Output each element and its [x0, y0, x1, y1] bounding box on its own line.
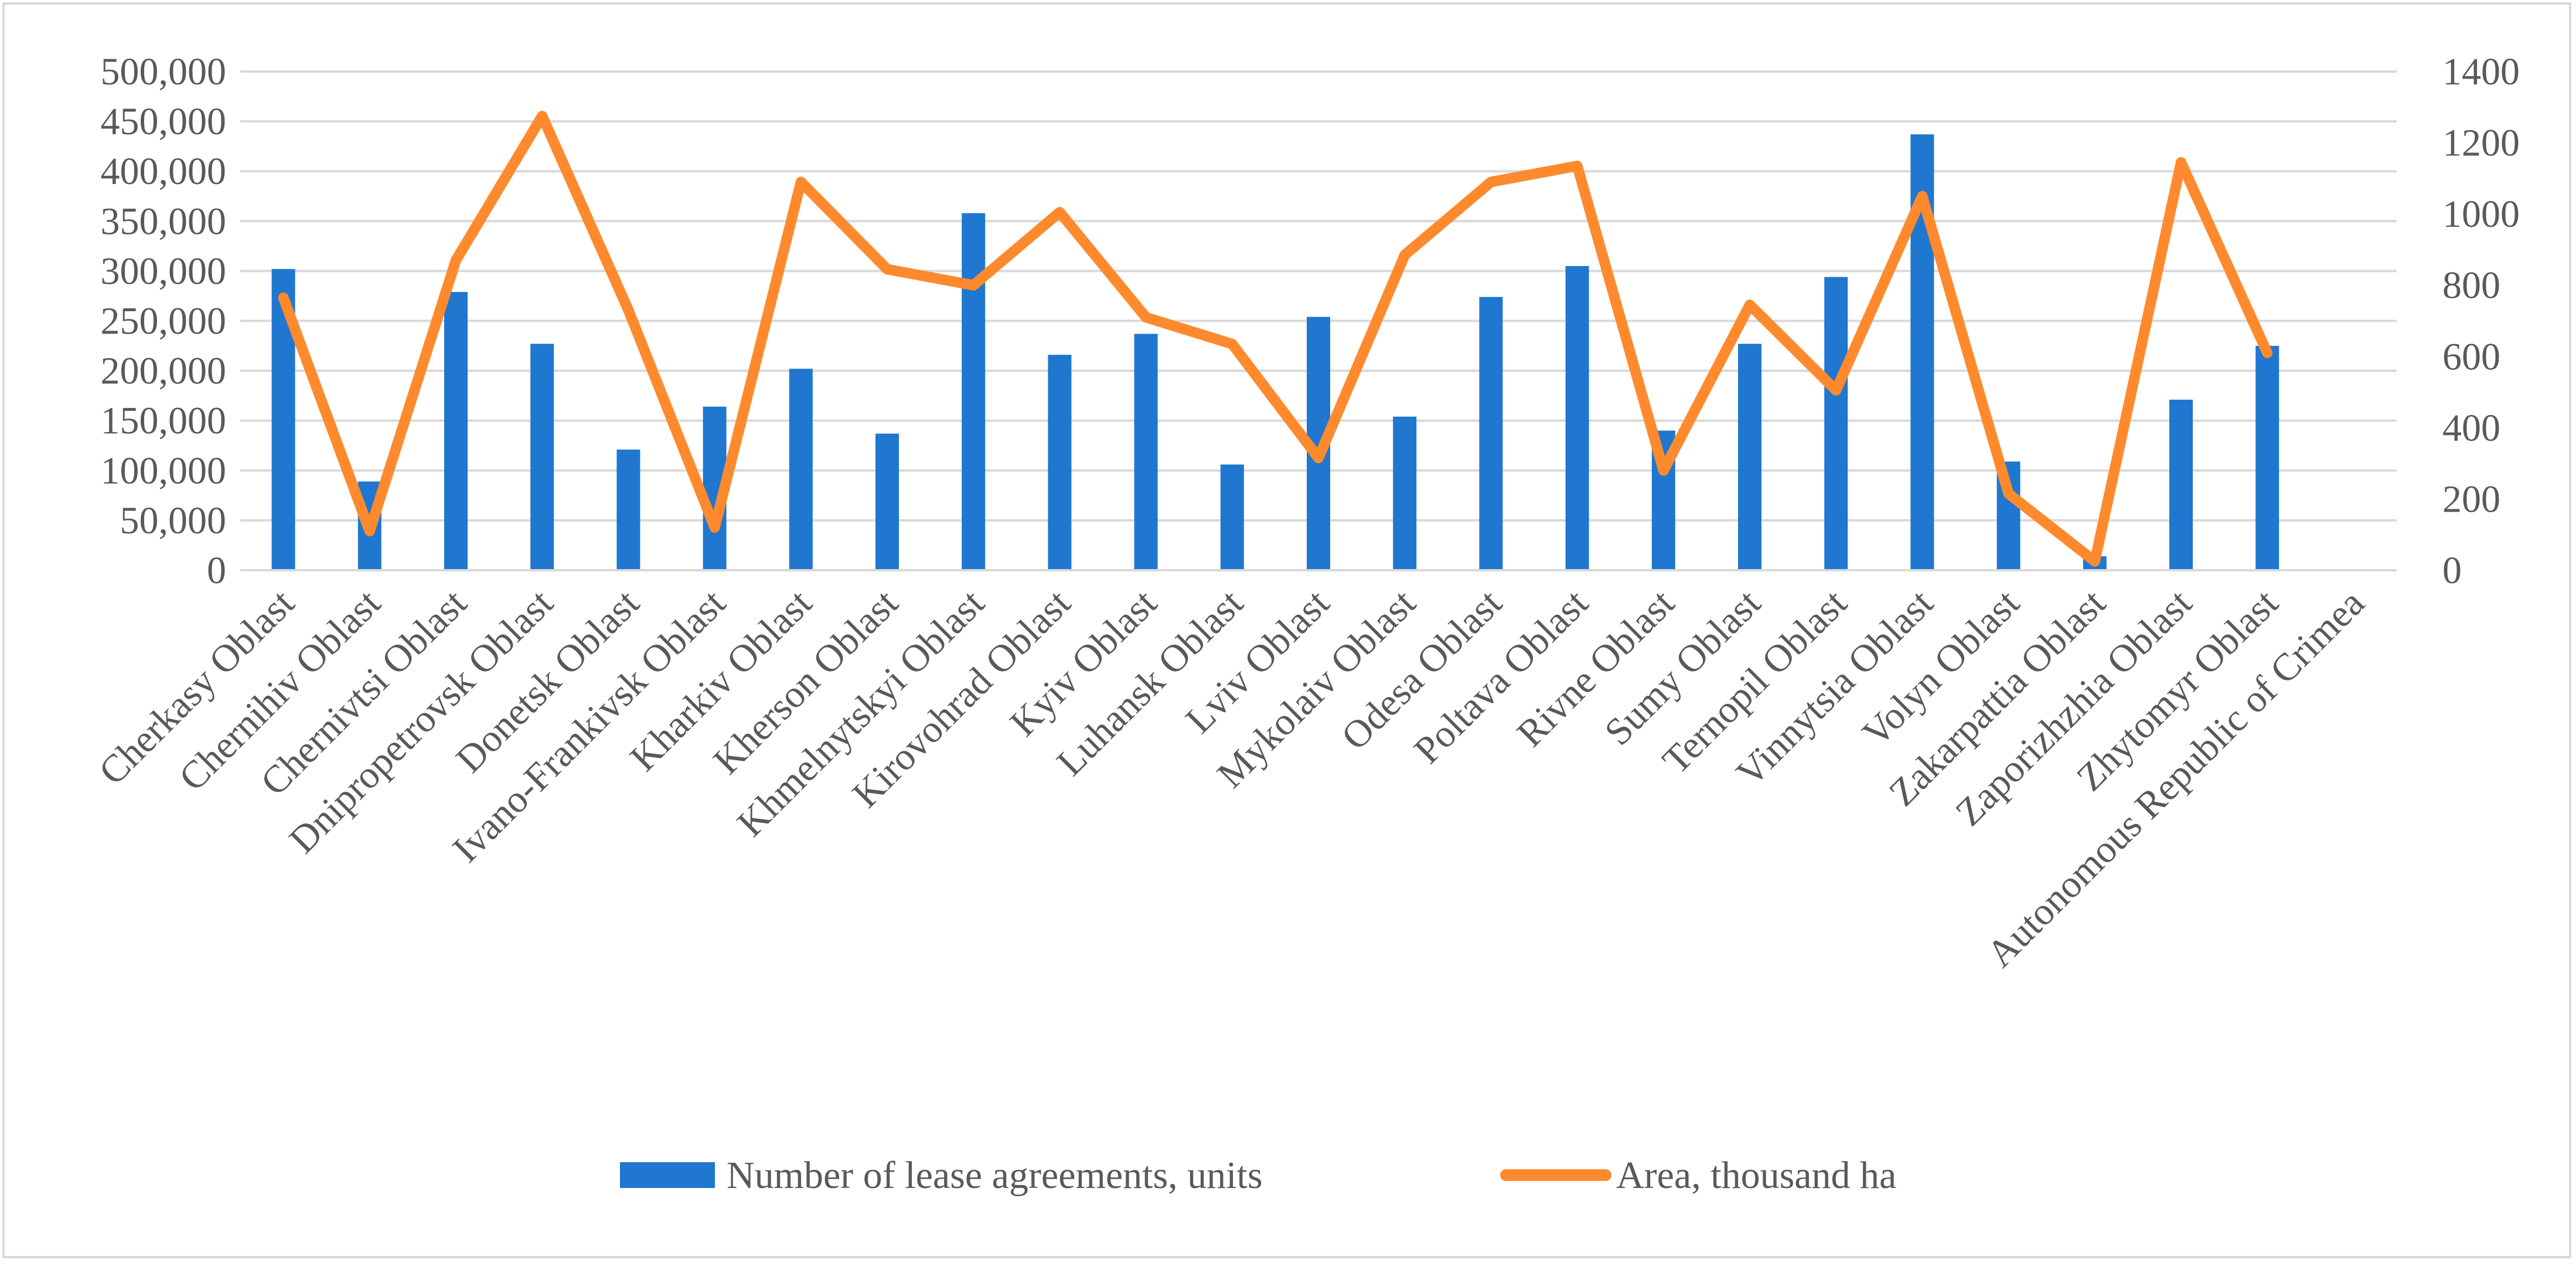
bar	[1738, 343, 1761, 570]
y-tick-label-right: 1000	[2442, 193, 2520, 236]
bar	[875, 433, 899, 570]
y-tick-label-left: 150,000	[101, 400, 227, 442]
bar	[2255, 346, 2279, 570]
y-tick-label-right: 800	[2442, 264, 2500, 307]
y-tick-label-right: 200	[2442, 478, 2500, 520]
line-series-area	[278, 110, 2273, 567]
legend: Number of lease agreements, units Area, …	[620, 1154, 1896, 1197]
bar	[962, 213, 986, 571]
bar	[616, 450, 640, 570]
y-tick-label-left: 50,000	[120, 499, 227, 542]
y-tick-label-right: 1400	[2442, 50, 2520, 93]
bar	[1220, 464, 1244, 570]
bar	[444, 292, 468, 570]
bar	[2169, 399, 2193, 570]
y-tick-label-left: 300,000	[101, 250, 227, 292]
series-line	[278, 110, 2273, 567]
bar	[1393, 416, 1417, 570]
y-tick-label-right: 400	[2442, 407, 2500, 450]
bar	[1479, 297, 1503, 570]
legend-label-line: Area, thousand ha	[1616, 1154, 1896, 1197]
bar	[530, 343, 554, 570]
y-tick-label-left: 450,000	[101, 100, 227, 143]
y-axis-left: 0 50,000 100,000 150,000 200,000 250,000 300,0…	[101, 50, 227, 592]
y-axis-right: 0 200 400 600 800 1000 1200 1400	[2442, 50, 2520, 592]
y-tick-label-left: 500,000	[101, 50, 227, 93]
legend-label-bars: Number of lease agreements, units	[727, 1154, 1263, 1197]
y-tick-label-left: 250,000	[101, 300, 227, 343]
y-tick-label-left: 0	[207, 549, 226, 592]
y-tick-label-left: 200,000	[101, 350, 227, 393]
bar	[789, 369, 813, 570]
y-tick-label-right: 600	[2442, 335, 2500, 378]
legend-swatch-bars	[620, 1162, 715, 1188]
y-tick-label-left: 100,000	[101, 450, 227, 492]
y-tick-label-left: 350,000	[101, 200, 227, 243]
bar	[1824, 277, 1848, 570]
bar	[1134, 333, 1158, 570]
y-tick-label-right: 0	[2442, 549, 2462, 592]
bar-series-lease-agreements	[271, 134, 2279, 571]
y-tick-label-left: 400,000	[101, 150, 227, 193]
y-tick-label-right: 1200	[2442, 122, 2520, 165]
bar	[1565, 265, 1589, 570]
bar	[1048, 355, 1072, 570]
